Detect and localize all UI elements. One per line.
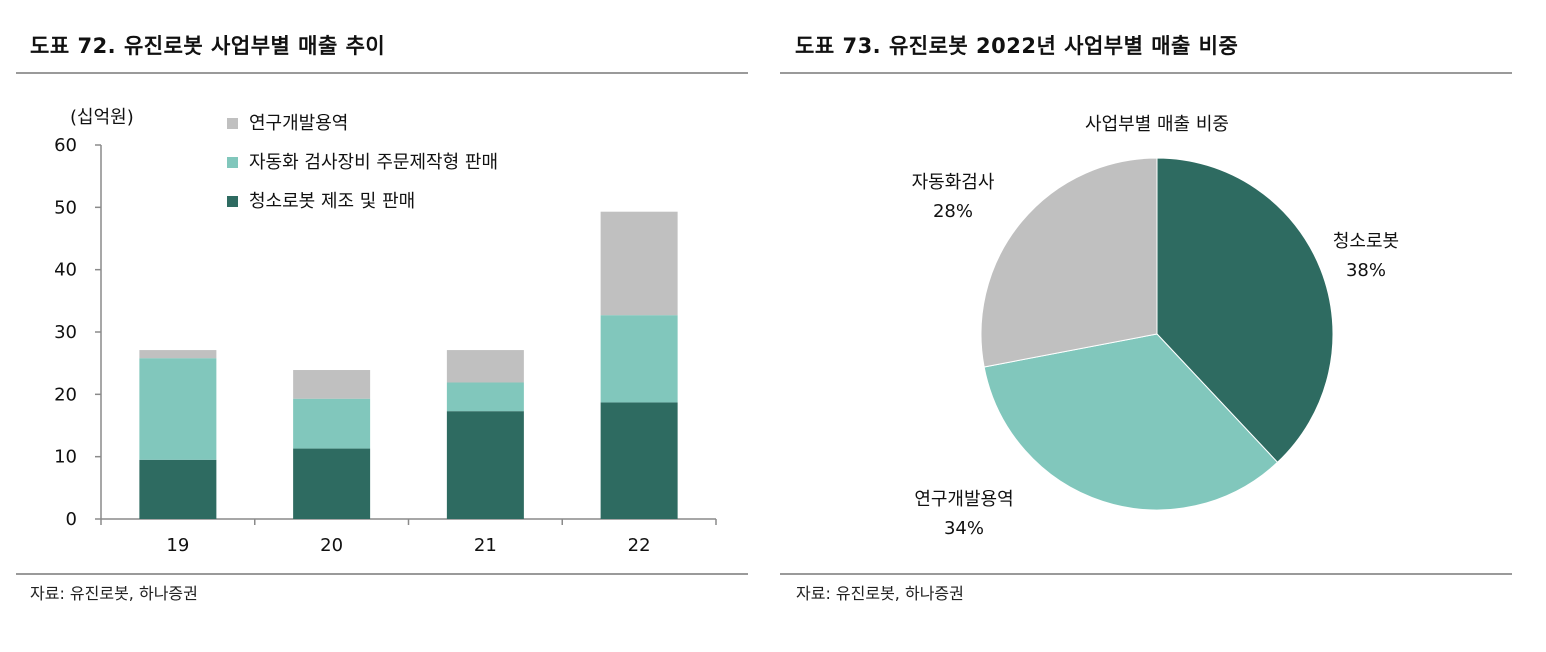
pie-slice-value: 28% (933, 201, 973, 222)
y-tick-label: 40 (54, 260, 77, 281)
legend-swatch (227, 157, 238, 168)
pie-slice (980, 157, 1158, 368)
bar-segment (446, 350, 524, 383)
left-title-rule (16, 72, 748, 74)
bar-segment (139, 459, 217, 519)
y-tick-label: 60 (54, 135, 77, 156)
legend-swatch (227, 118, 238, 129)
y-unit-label: (십억원) (70, 107, 134, 128)
y-tick-label: 0 (66, 509, 77, 530)
legend-swatch (227, 196, 238, 207)
bar-segment (446, 411, 524, 519)
left-source-note: 자료: 유진로봇, 하나증권 (30, 584, 198, 603)
bar-segment (600, 315, 678, 403)
bar-segment (293, 398, 371, 449)
x-tick-label: 22 (628, 535, 651, 556)
bar-segment (139, 350, 217, 359)
x-tick-label: 21 (474, 535, 497, 556)
bar-segment (600, 211, 678, 316)
bar-segment (446, 382, 524, 412)
pie-slice-value: 34% (944, 518, 984, 539)
left-figure-title: 도표 72. 유진로봇 사업부별 매출 추이 (30, 34, 386, 58)
right-source-note: 자료: 유진로봇, 하나증권 (796, 584, 964, 603)
pie-slice (1156, 157, 1334, 464)
x-tick-label: 20 (320, 535, 343, 556)
pie-slice-label: 자동화검사 (912, 172, 995, 193)
bar-segment (293, 448, 371, 519)
legend-label: 연구개발용역 (249, 113, 348, 134)
legend-label: 청소로봇 제조 및 판매 (249, 191, 415, 212)
bar-segment (293, 370, 371, 399)
y-tick-label: 30 (54, 322, 77, 343)
bar-segment (600, 402, 678, 519)
y-tick-label: 20 (54, 384, 77, 405)
left-source-rule (16, 573, 748, 575)
pie-slice-value: 38% (1346, 260, 1386, 281)
right-figure-title: 도표 73. 유진로봇 2022년 사업부별 매출 비중 (795, 34, 1239, 58)
x-tick-label: 19 (166, 535, 189, 556)
pie-title: 사업부별 매출 비중 (1085, 114, 1229, 135)
bar-segment (139, 358, 217, 460)
left-figure-panel: 도표 72. 유진로봇 사업부별 매출 추이 (십억원) 0 10 20 30 40 50 6… (0, 0, 760, 652)
legend-label: 자동화 검사장비 주문제작형 판매 (249, 152, 498, 173)
right-source-rule (780, 573, 1512, 575)
pie-slice-label: 연구개발용역 (914, 489, 1013, 510)
pie-slice (983, 333, 1279, 511)
y-tick-label: 50 (54, 197, 77, 218)
pie-slice-label: 청소로봇 (1333, 231, 1399, 252)
y-tick-label: 10 (54, 447, 77, 468)
right-title-rule (780, 72, 1512, 74)
